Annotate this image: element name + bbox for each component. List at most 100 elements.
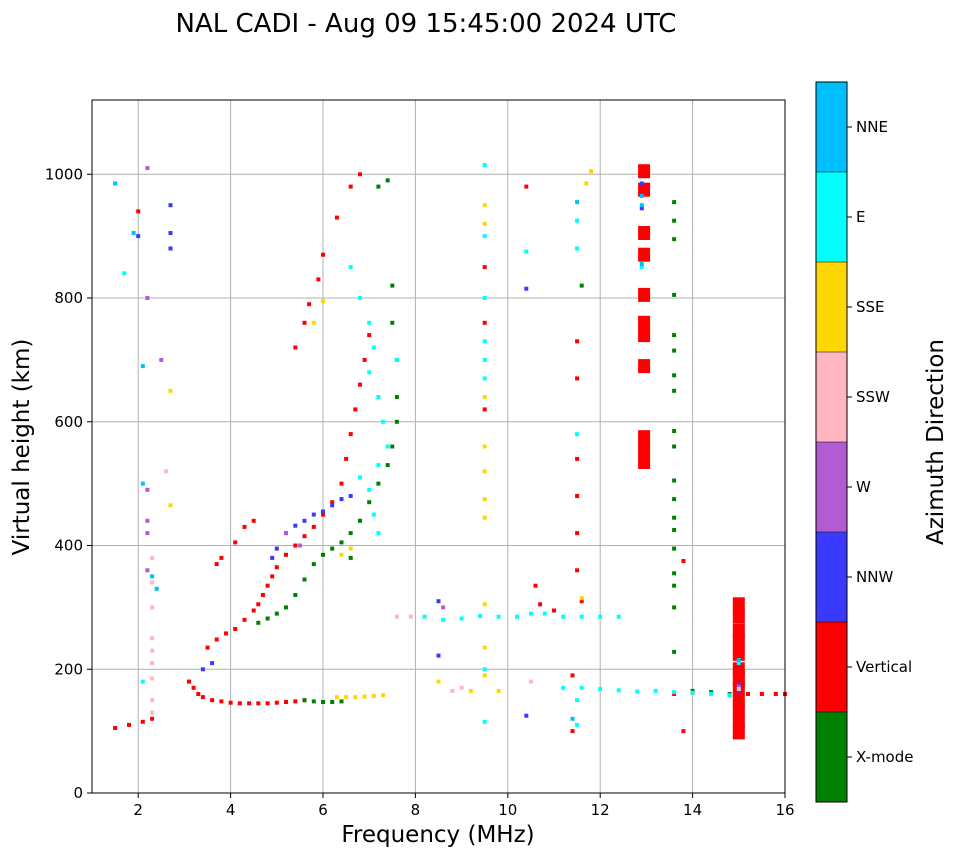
data-point (584, 181, 589, 186)
data-point (579, 283, 584, 288)
data-point (367, 487, 372, 492)
data-point (321, 509, 325, 514)
data-point (638, 247, 651, 262)
data-point (302, 518, 307, 523)
data-point (233, 540, 238, 545)
data-point (140, 679, 145, 684)
data-point (441, 617, 446, 622)
data-point (528, 611, 533, 616)
data-point (561, 614, 566, 619)
data-point (150, 676, 155, 681)
data-point (293, 523, 298, 528)
data-point (265, 701, 270, 706)
data-point (362, 694, 367, 699)
data-point (348, 265, 353, 270)
data-point (533, 583, 538, 588)
data-point (579, 685, 584, 690)
data-point (265, 616, 270, 621)
data-point (200, 667, 205, 672)
data-point (330, 546, 335, 551)
data-point (247, 701, 252, 706)
data-point (436, 599, 441, 604)
data-point (482, 602, 487, 607)
data-point (348, 184, 353, 189)
colorbar-segment (816, 172, 847, 262)
data-point (150, 661, 155, 666)
data-point (311, 699, 316, 704)
data-point (672, 444, 677, 449)
data-point (311, 320, 316, 325)
data-point (168, 246, 173, 251)
data-point (140, 481, 145, 486)
y-tick-label: 1000 (45, 165, 83, 183)
data-point (311, 524, 316, 529)
data-point (339, 481, 344, 486)
data-point (638, 430, 651, 445)
data-point (394, 614, 399, 619)
data-point (390, 320, 395, 325)
y-tick-label: 600 (54, 413, 83, 431)
data-point (575, 494, 580, 498)
data-point (575, 698, 580, 703)
data-point (334, 695, 339, 700)
data-point (524, 286, 529, 291)
data-point (168, 203, 173, 208)
colorbar-tick-label: W (856, 478, 871, 496)
data-point (575, 456, 580, 461)
colorbar-segment (816, 442, 847, 532)
data-point (482, 645, 487, 650)
data-point (482, 203, 487, 208)
data-point (293, 593, 298, 597)
data-point (638, 359, 651, 374)
data-point (732, 714, 745, 729)
colorbar-segment (816, 712, 847, 802)
data-point (570, 729, 575, 734)
data-point (390, 283, 395, 288)
data-point (385, 444, 390, 449)
data-point (672, 546, 677, 551)
data-point (330, 500, 335, 505)
x-tick-label: 16 (775, 801, 794, 819)
data-point (575, 722, 580, 727)
data-point (228, 700, 233, 705)
data-point (242, 617, 247, 622)
data-point (759, 692, 764, 696)
data-point (681, 729, 686, 734)
data-point (639, 181, 644, 186)
data-point (394, 419, 399, 424)
data-point (376, 481, 381, 486)
data-point (242, 524, 247, 529)
data-point (709, 692, 714, 696)
data-point (589, 169, 593, 174)
data-point (302, 698, 307, 703)
data-point (297, 543, 302, 548)
data-point (339, 699, 344, 704)
data-point (385, 178, 390, 183)
data-point (219, 555, 224, 560)
data-point (348, 531, 353, 536)
data-point (205, 645, 210, 650)
data-point (321, 299, 325, 304)
chart-title: NAL CADI - Aug 09 15:45:00 2024 UTC (176, 9, 677, 39)
colorbar-frame (815, 81, 848, 803)
data-point (459, 616, 464, 621)
data-point (376, 395, 381, 399)
data-point (150, 574, 155, 579)
data-point (150, 716, 155, 721)
x-tick-label: 6 (318, 801, 328, 819)
data-point (321, 252, 325, 257)
data-point (672, 429, 677, 433)
data-point (408, 614, 413, 619)
data-point (635, 689, 640, 694)
data-point (441, 605, 446, 610)
data-point (256, 620, 261, 625)
x-tick-label: 4 (226, 801, 236, 819)
colorbar-segment (816, 82, 847, 172)
data-point (150, 710, 155, 715)
data-point (321, 700, 325, 704)
data-point (150, 698, 155, 703)
data-point (639, 203, 644, 208)
x-tick-label: 8 (411, 801, 421, 819)
